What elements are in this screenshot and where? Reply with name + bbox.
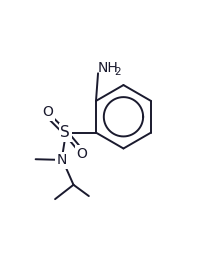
- Text: S: S: [60, 125, 70, 140]
- Text: 2: 2: [114, 67, 120, 77]
- Text: NH: NH: [97, 60, 118, 75]
- Text: N: N: [57, 153, 67, 167]
- Text: O: O: [42, 105, 53, 119]
- Text: O: O: [77, 147, 88, 161]
